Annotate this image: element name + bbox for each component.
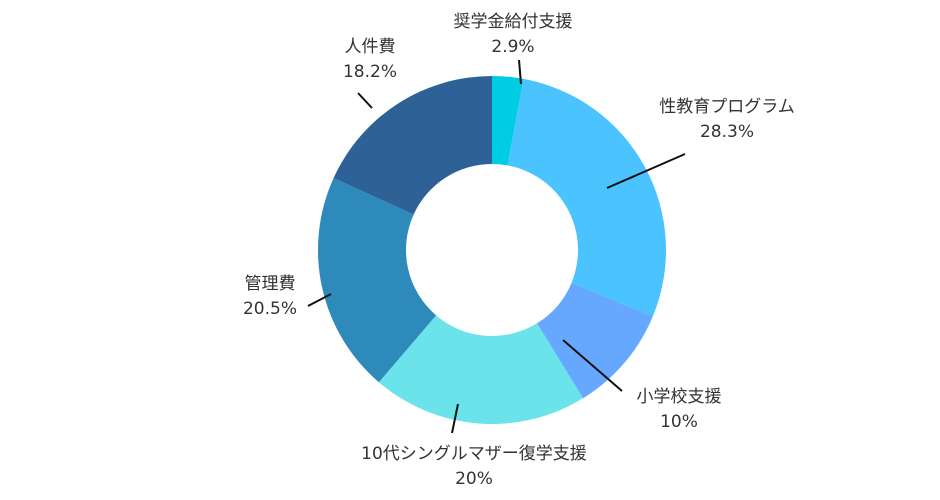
donut-slice [317,178,437,383]
leader-line [518,59,522,85]
donut-slice [536,282,653,399]
donut-slice [507,78,666,317]
slice-value-label: 20% [455,469,493,489]
slice-value-label: 28.3% [700,122,754,142]
donut-slice [492,76,524,166]
donut-slice [333,76,492,215]
leader-line [562,339,623,392]
label-group: 奨学金給付支援 2.9% 性教育プログラム 28.3% 小学校支援 10% 10代シングルマ… [243,12,795,489]
leader-line [451,403,459,434]
slice-label: 小学校支援 [637,387,722,407]
slice-label: 奨学金給付支援 [454,12,573,32]
slice-value-label: 10% [660,412,698,432]
slice-label: 性教育プログラム [659,97,795,117]
slice-label: 管理費 [245,274,296,294]
leader-line-group [307,59,686,434]
leader-line [606,153,686,189]
slice-value-label: 2.9% [491,37,534,57]
slice-label: 10代シングルマザー復学支援 [361,444,587,464]
leader-line [307,293,332,307]
donut-slice [378,315,583,425]
slice-value-label: 20.5% [243,299,297,319]
slice-label: 人件費 [345,37,396,57]
slice-value-label: 18.2% [343,62,397,82]
slice-group [317,76,666,425]
leader-line [357,92,373,109]
